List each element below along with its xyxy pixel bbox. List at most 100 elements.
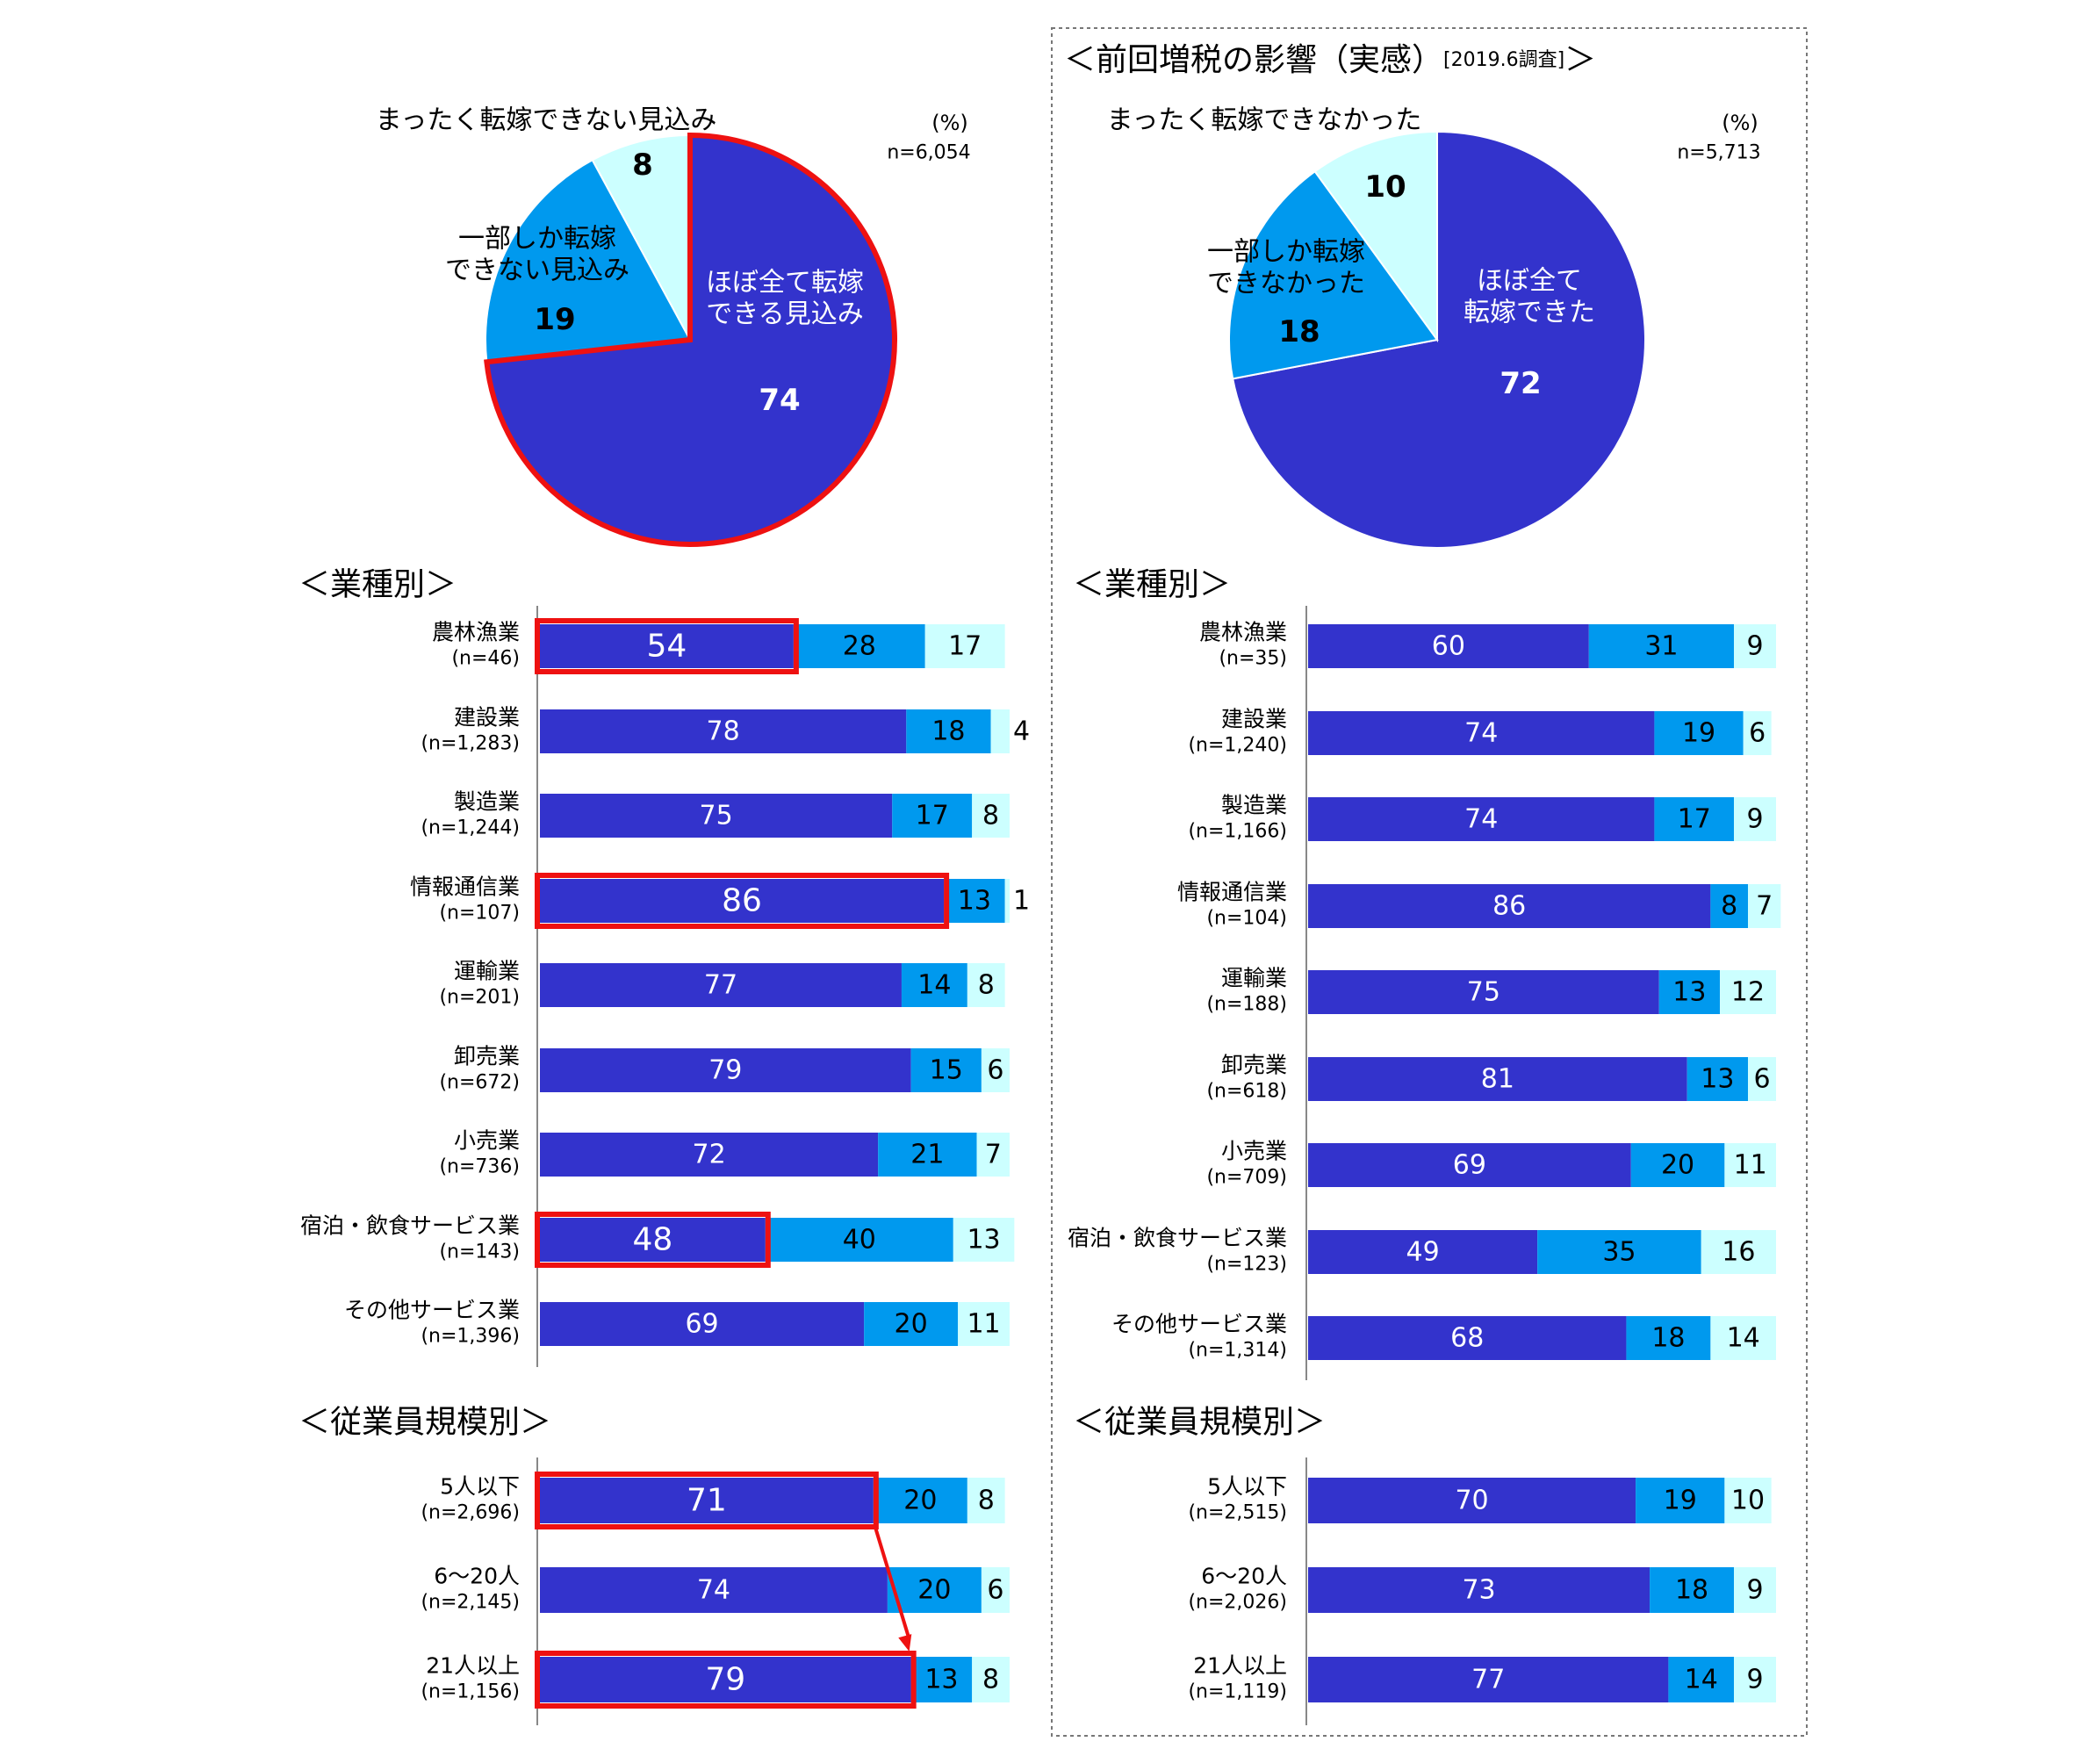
bar-value-label: 49 bbox=[1406, 1237, 1439, 1268]
bar-segment bbox=[1308, 1657, 1669, 1702]
bar-value-label: 86 bbox=[1492, 891, 1526, 922]
category-sample-size: (n=618) bbox=[1206, 1081, 1287, 1103]
bar-segment bbox=[540, 1133, 879, 1177]
bar-value-label: 18 bbox=[1675, 1575, 1708, 1606]
bar-segment bbox=[1734, 1567, 1776, 1613]
stacked-bar-chart-2: ＜業種別＞ 農林漁業 (n=35) 60 31 9 建設業 (n=1,240) 74 19 6 製造業… bbox=[1068, 567, 1781, 1380]
category-label: その他サービス業 bbox=[1111, 1312, 1287, 1337]
pie-slice bbox=[1232, 130, 1646, 549]
pie-slice-value: 10 bbox=[1364, 169, 1406, 205]
category-sample-size: (n=1,244) bbox=[421, 817, 520, 839]
bar-value-label: 70 bbox=[1455, 1486, 1488, 1516]
bar-segment bbox=[1308, 711, 1655, 755]
bar-value-label: 6 bbox=[987, 1055, 1003, 1086]
category-sample-size: (n=1,119) bbox=[1188, 1681, 1287, 1703]
bar-value-label: 78 bbox=[707, 716, 740, 747]
category-label: 製造業 bbox=[454, 789, 520, 815]
category-sample-size: (n=736) bbox=[439, 1156, 520, 1178]
bar-highlight-box bbox=[535, 1472, 879, 1529]
bar-value-label: 9 bbox=[1746, 1575, 1763, 1606]
bar-segment bbox=[1626, 1316, 1711, 1360]
category-sample-size: (n=104) bbox=[1206, 908, 1287, 930]
bar-highlight-box bbox=[535, 873, 950, 929]
category-label: 宿泊・飲食サービス業 bbox=[1068, 1226, 1287, 1251]
bar-segment bbox=[967, 1478, 1005, 1523]
category-label: その他サービス業 bbox=[344, 1298, 520, 1323]
pie-slice-value: 8 bbox=[632, 148, 653, 183]
bar-segment bbox=[540, 1048, 911, 1092]
bar-segment bbox=[1308, 1057, 1687, 1101]
bar-segment bbox=[1650, 1567, 1735, 1613]
bar-segment bbox=[1724, 1478, 1772, 1523]
bar-segment bbox=[924, 624, 1005, 668]
category-label: 6～20人 bbox=[434, 1564, 520, 1589]
bar-segment bbox=[1734, 797, 1776, 841]
bar-value-label: 13 bbox=[924, 1665, 958, 1695]
bar-segment bbox=[1748, 884, 1781, 928]
category-label: 小売業 bbox=[454, 1128, 520, 1154]
bar-highlight-box bbox=[535, 618, 799, 674]
bar-value-label: 60 bbox=[1432, 631, 1465, 662]
bar-value-label: 73 bbox=[1462, 1575, 1495, 1606]
pie-slice-label: まったく転嫁できなかった bbox=[1107, 105, 1422, 136]
category-sample-size: (n=1,240) bbox=[1188, 735, 1287, 757]
pie-sample-size: n=6,054 bbox=[887, 142, 970, 164]
bar-segment bbox=[1668, 1657, 1735, 1702]
category-label: 小売業 bbox=[1221, 1139, 1287, 1164]
bar-segment bbox=[540, 709, 907, 753]
category-label: 宿泊・飲食サービス業 bbox=[300, 1213, 520, 1239]
category-sample-size: (n=2,696) bbox=[421, 1502, 520, 1524]
bar-value-label: 17 bbox=[1678, 804, 1711, 835]
category-sample-size: (n=1,314) bbox=[1188, 1340, 1287, 1362]
bar-value-label: 16 bbox=[1722, 1237, 1755, 1268]
bar-value-label: 1 bbox=[1013, 886, 1030, 917]
category-label: 情報通信業 bbox=[1177, 880, 1287, 905]
bar-segment bbox=[906, 709, 991, 753]
bar-chart-title: ＜業種別＞ bbox=[1073, 567, 1231, 603]
bar-value-label: 54 bbox=[647, 629, 687, 665]
bar-value-label: 21 bbox=[910, 1140, 944, 1170]
comparison-arrow bbox=[873, 1526, 911, 1640]
pie-slice-value: 74 bbox=[759, 383, 800, 418]
bar-value-label: 13 bbox=[967, 1225, 1000, 1256]
bar-segment bbox=[1537, 1230, 1701, 1274]
comparison-arrow-head bbox=[898, 1634, 912, 1652]
category-label: 卸売業 bbox=[1221, 1053, 1287, 1078]
category-label: 21人以上 bbox=[426, 1653, 520, 1679]
pie-slice-value: 19 bbox=[534, 302, 575, 337]
category-label: 運輸業 bbox=[454, 959, 520, 984]
bar-value-label: 8 bbox=[978, 970, 995, 1001]
bar-value-label: 11 bbox=[967, 1309, 1000, 1340]
bar-segment bbox=[540, 624, 794, 668]
category-sample-size: (n=1,166) bbox=[1188, 821, 1287, 843]
bar-segment bbox=[1710, 1316, 1776, 1360]
category-sample-size: (n=201) bbox=[439, 987, 520, 1009]
pie-slice-value: 72 bbox=[1499, 366, 1541, 401]
bar-value-label: 20 bbox=[1661, 1150, 1694, 1181]
bar-segment bbox=[540, 1218, 766, 1262]
bar-segment bbox=[1710, 884, 1749, 928]
category-label: 6～20人 bbox=[1201, 1564, 1287, 1589]
bar-value-label: 8 bbox=[978, 1486, 995, 1516]
category-label: 農林漁業 bbox=[1199, 620, 1287, 645]
bar-segment bbox=[1588, 624, 1735, 668]
bar-chart-title: ＜従業員規模別＞ bbox=[298, 1405, 551, 1441]
category-sample-size: (n=2,026) bbox=[1188, 1592, 1287, 1614]
bar-segment bbox=[1308, 970, 1659, 1014]
bar-value-label: 4 bbox=[1013, 716, 1030, 747]
bar-value-label: 28 bbox=[843, 631, 876, 662]
bar-value-label: 86 bbox=[722, 883, 762, 919]
bar-segment bbox=[972, 1657, 1010, 1702]
bar-chart-title: ＜従業員規模別＞ bbox=[1073, 1405, 1326, 1441]
bar-segment bbox=[540, 794, 893, 838]
bar-value-label: 13 bbox=[1672, 977, 1706, 1008]
category-label: 製造業 bbox=[1221, 793, 1287, 818]
bar-segment bbox=[540, 1478, 874, 1523]
pie-slice-label: ほぼ全て bbox=[1477, 266, 1582, 297]
category-label: 農林漁業 bbox=[432, 620, 520, 645]
bar-segment bbox=[944, 879, 1005, 923]
pie-sample-size: n=5,713 bbox=[1677, 142, 1760, 164]
bar-value-label: 68 bbox=[1450, 1323, 1484, 1354]
bar-value-label: 35 bbox=[1602, 1237, 1636, 1268]
